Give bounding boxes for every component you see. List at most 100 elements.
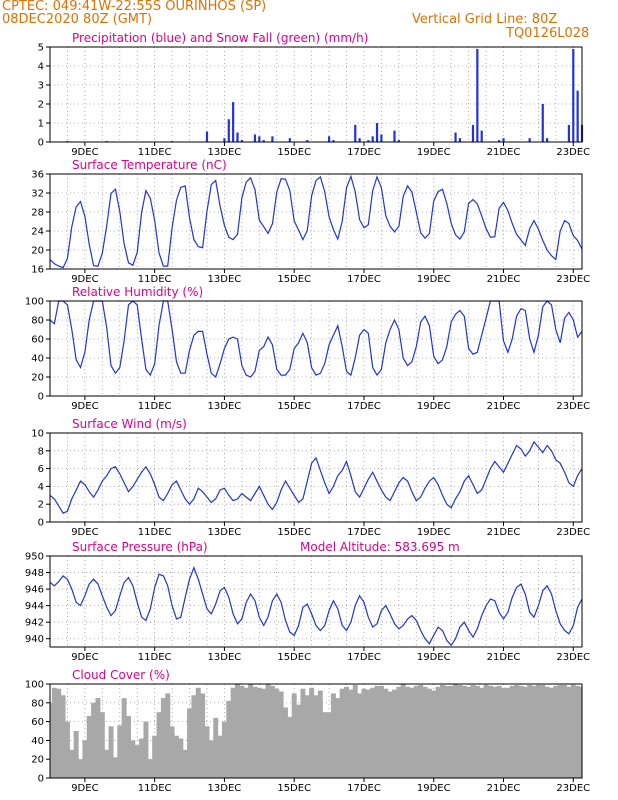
x-tick-label: 19DEC	[417, 147, 451, 158]
y-tick-label: 0	[38, 138, 44, 149]
y-tick-label: 40	[31, 736, 44, 747]
panel-6: 0 20 40 60 80 100 9DEC 11DEC 13DEC 15DEC 17DEC 19DE…	[25, 668, 590, 794]
x-tick-label: 13DEC	[208, 401, 242, 412]
precip-bar	[227, 119, 230, 142]
cloud-bar	[187, 708, 193, 778]
cloud-bar	[195, 687, 201, 778]
cloud-bar	[522, 686, 528, 778]
cloud-bar	[173, 735, 179, 778]
x-tick-label: 11DEC	[138, 274, 172, 285]
cloud-bar	[60, 695, 66, 778]
x-tick-label: 11DEC	[138, 527, 172, 538]
cloud-bar	[165, 693, 171, 778]
cloud-bar	[483, 684, 489, 778]
precip-bar	[354, 124, 357, 142]
cloud-bar	[213, 717, 219, 778]
cloud-bar	[509, 685, 515, 778]
cloud-bar	[243, 687, 249, 778]
cloud-bar	[182, 749, 188, 778]
precip-bar	[358, 138, 361, 142]
y-tick-label: 8	[38, 446, 44, 457]
cloud-bar	[339, 688, 345, 778]
cloud-bar	[304, 695, 310, 778]
cloud-bar	[139, 738, 145, 778]
precip-bar	[258, 136, 261, 142]
series-line	[49, 174, 583, 269]
cloud-bar	[326, 712, 332, 778]
precip-bar	[393, 130, 396, 142]
y-tick-label: 2	[38, 500, 44, 511]
cloud-bar	[479, 687, 485, 778]
x-tick-label: 9DEC	[71, 783, 98, 794]
cloud-bar	[548, 687, 554, 778]
model-altitude-label: Model Altitude: 583.695 m	[300, 540, 460, 554]
x-tick-label: 17DEC	[347, 147, 381, 158]
panel-title: Relative Humidity (%)	[72, 285, 203, 299]
y-tick-label: 20	[31, 755, 44, 766]
x-tick-label: 9DEC	[71, 401, 98, 412]
cloud-bar	[269, 685, 275, 778]
y-tick-label: 1	[38, 119, 44, 130]
y-tick-label: 3	[38, 81, 44, 92]
cloud-bar	[544, 686, 550, 778]
precip-bar	[380, 134, 383, 142]
cloud-bar	[239, 685, 245, 778]
x-tick-label: 15DEC	[277, 401, 311, 412]
cloud-bar	[514, 684, 520, 778]
cloud-bar	[466, 686, 472, 778]
cloud-bar	[200, 693, 206, 778]
cloud-bar	[69, 749, 75, 778]
cloud-bar	[317, 690, 323, 778]
precip-bar	[502, 138, 505, 142]
cloud-bar	[570, 684, 576, 778]
cloud-bar	[99, 712, 105, 778]
cloud-bar	[527, 684, 533, 778]
precip-bar	[528, 138, 531, 142]
cloud-bar	[282, 707, 288, 778]
cloud-bar	[487, 685, 493, 778]
cloud-bar	[313, 695, 319, 778]
x-tick-label: 9DEC	[71, 652, 98, 663]
x-tick-label: 11DEC	[138, 401, 172, 412]
y-tick-label: 60	[31, 717, 44, 728]
cloud-bar	[191, 695, 197, 778]
cloud-bar	[374, 685, 380, 778]
panel-title: Cloud Cover (%)	[72, 668, 170, 682]
x-tick-label: 19DEC	[417, 783, 451, 794]
panel-title: Surface Wind (m/s)	[72, 417, 187, 431]
cloud-bar	[50, 702, 53, 778]
cloud-bar	[130, 740, 136, 778]
x-tick-label: 19DEC	[417, 652, 451, 663]
cloud-bar	[82, 740, 88, 778]
cloud-bar	[518, 685, 524, 778]
x-tick-label: 13DEC	[208, 147, 242, 158]
cloud-bar	[383, 688, 389, 778]
precip-bar	[232, 102, 235, 142]
precip-bar	[476, 48, 479, 142]
cloud-bar	[152, 735, 158, 778]
y-tick-label: 0	[38, 518, 44, 529]
precip-bar	[458, 138, 462, 142]
cloud-bar	[439, 684, 445, 778]
x-tick-label: 9DEC	[71, 274, 98, 285]
x-tick-label: 11DEC	[138, 783, 172, 794]
grid-line-note: Vertical Grid Line: 80Z	[412, 12, 558, 27]
cloud-bar	[112, 757, 118, 778]
cloud-bar	[400, 684, 406, 778]
cloud-bar	[169, 726, 175, 778]
cloud-bar	[348, 689, 354, 778]
cloud-bar	[160, 698, 166, 778]
x-tick-label: 23DEC	[556, 147, 590, 158]
cloud-bar	[204, 726, 210, 778]
cloud-bar	[300, 688, 306, 778]
cloud-bar	[444, 685, 450, 778]
cloud-bar	[86, 715, 92, 778]
x-tick-label: 15DEC	[277, 147, 311, 158]
cloud-bar	[492, 686, 498, 778]
x-tick-label: 9DEC	[71, 527, 98, 538]
cloud-bar	[457, 684, 463, 778]
y-tick-label: 5	[38, 43, 44, 54]
x-tick-label: 15DEC	[277, 527, 311, 538]
precip-bar	[306, 140, 309, 142]
cloud-bar	[291, 693, 297, 778]
